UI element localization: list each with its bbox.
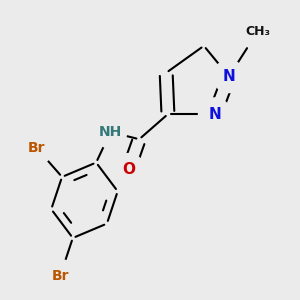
- Text: NH: NH: [99, 125, 122, 139]
- Circle shape: [21, 132, 53, 164]
- Text: Br: Br: [52, 269, 69, 283]
- Text: N: N: [223, 69, 236, 84]
- Circle shape: [112, 154, 145, 186]
- Circle shape: [44, 260, 76, 292]
- Text: O: O: [122, 162, 135, 177]
- Text: N: N: [208, 106, 221, 122]
- Circle shape: [242, 15, 274, 48]
- Circle shape: [213, 60, 245, 92]
- Circle shape: [94, 116, 127, 148]
- Circle shape: [199, 98, 231, 130]
- Text: Br: Br: [28, 141, 46, 155]
- Text: CH₃: CH₃: [245, 25, 270, 38]
